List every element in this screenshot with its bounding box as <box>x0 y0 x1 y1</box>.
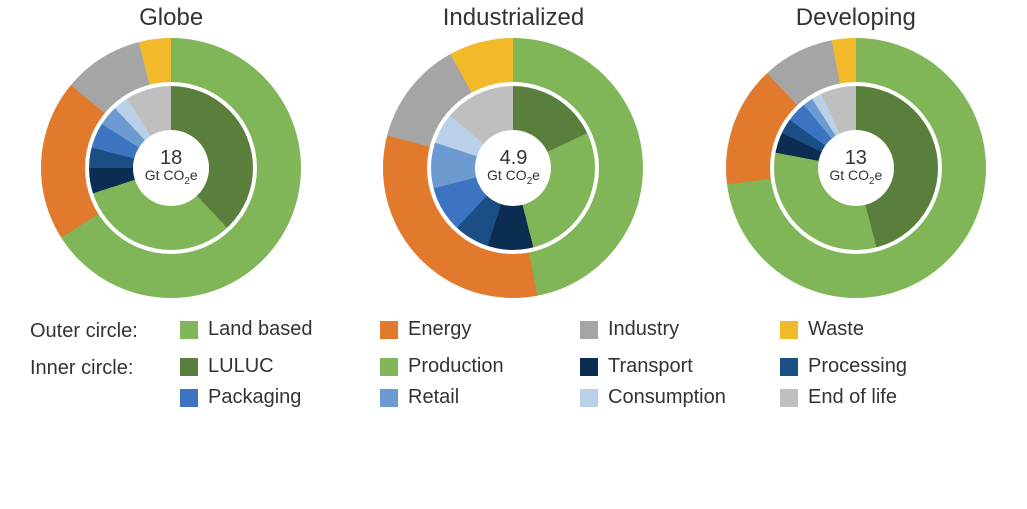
legend-swatch <box>580 358 598 376</box>
donut-center-unit: Gt CO2e <box>145 168 198 188</box>
donut-center-value: 4.9 <box>500 148 528 168</box>
donut-center-unit: Gt CO2e <box>829 168 882 188</box>
legend-item-label: Waste <box>808 318 864 341</box>
donut-center: 4.9Gt CO2e <box>475 130 551 206</box>
legend-item: Transport <box>580 355 780 378</box>
chart-title: Industrialized <box>443 4 584 32</box>
legend-swatch <box>580 389 598 407</box>
chart-col: Globe 18Gt CO2e <box>41 4 301 298</box>
legend-swatch <box>780 389 798 407</box>
legend-item-label: Transport <box>608 355 693 378</box>
charts-row: Globe18Gt CO2eIndustrialized4.9Gt CO2eDe… <box>0 0 1027 298</box>
legend-item: Consumption <box>580 386 780 409</box>
donut-center: 18Gt CO2e <box>133 130 209 206</box>
chart-title: Developing <box>796 4 916 32</box>
legend-item-label: End of life <box>808 386 897 409</box>
legend-item-label: Retail <box>408 386 459 409</box>
donut-chart: 18Gt CO2e <box>41 38 301 298</box>
legend-item: Processing <box>780 355 980 378</box>
legend-inner-items: LULUC Production Transport Processing Packag… <box>180 355 997 409</box>
donut-center: 13Gt CO2e <box>818 130 894 206</box>
legend-swatch <box>380 358 398 376</box>
chart-col: Industrialized 4.9Gt CO2e <box>383 4 643 298</box>
legend-swatch <box>380 389 398 407</box>
chart-col: Developing 13Gt CO2e <box>726 4 986 298</box>
donut-chart: 4.9Gt CO2e <box>383 38 643 298</box>
legend-swatch <box>780 321 798 339</box>
legend-swatch <box>180 358 198 376</box>
legend-item: LULUC <box>180 355 380 378</box>
legend-item: Industry <box>580 318 780 341</box>
legend-outer-items: Land based Energy Industry Waste <box>180 318 997 341</box>
legend-item-label: Energy <box>408 318 471 341</box>
legend-swatch <box>180 321 198 339</box>
legend-item-label: Packaging <box>208 386 301 409</box>
legend-item: Retail <box>380 386 580 409</box>
legend-item-label: Consumption <box>608 386 726 409</box>
legend-outer-label: Outer circle: <box>30 318 180 343</box>
donut-center-value: 18 <box>160 148 182 168</box>
donut-chart: 13Gt CO2e <box>726 38 986 298</box>
legend-item: End of life <box>780 386 980 409</box>
legend-item-label: Industry <box>608 318 679 341</box>
legend-swatch <box>780 358 798 376</box>
legend-swatch <box>580 321 598 339</box>
legend-item: Energy <box>380 318 580 341</box>
legend-item-label: Production <box>408 355 504 378</box>
figure-root: Globe18Gt CO2eIndustrialized4.9Gt CO2eDe… <box>0 0 1027 509</box>
legend-area: Outer circle: Land based Energy Industry Wa… <box>0 298 1027 409</box>
donut-center-unit: Gt CO2e <box>487 168 540 188</box>
legend-item: Packaging <box>180 386 380 409</box>
legend-item-label: LULUC <box>208 355 274 378</box>
legend-inner-label: Inner circle: <box>30 355 180 380</box>
legend-item: Waste <box>780 318 980 341</box>
legend-item: Land based <box>180 318 380 341</box>
legend-swatch <box>380 321 398 339</box>
legend-row-outer: Outer circle: Land based Energy Industry Wa… <box>30 318 997 343</box>
legend-item-label: Land based <box>208 318 313 341</box>
legend-row-inner: Inner circle: LULUC Production Transport Pr… <box>30 355 997 409</box>
chart-title: Globe <box>139 4 203 32</box>
legend-swatch <box>180 389 198 407</box>
legend-item-label: Processing <box>808 355 907 378</box>
donut-center-value: 13 <box>845 148 867 168</box>
legend-item: Production <box>380 355 580 378</box>
